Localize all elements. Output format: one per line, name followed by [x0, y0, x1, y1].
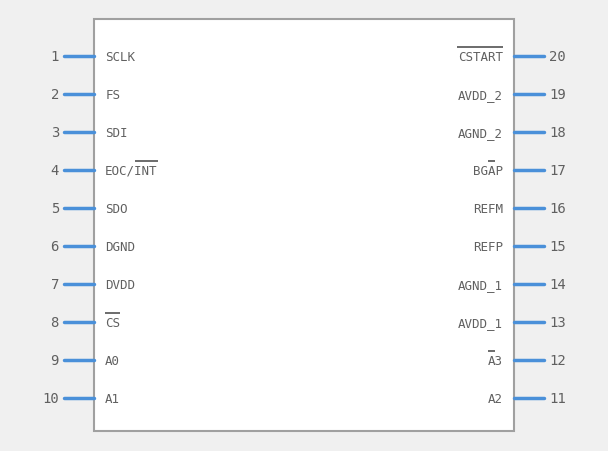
Text: 3: 3: [50, 126, 59, 140]
Text: 7: 7: [50, 278, 59, 291]
Text: 17: 17: [549, 164, 566, 178]
Text: 19: 19: [549, 88, 566, 102]
Text: SDI: SDI: [105, 127, 128, 139]
Text: REFM: REFM: [473, 202, 503, 215]
Text: SCLK: SCLK: [105, 51, 135, 64]
Text: 2: 2: [50, 88, 59, 102]
Text: 1: 1: [50, 51, 59, 64]
Text: 5: 5: [50, 202, 59, 216]
Text: A2: A2: [488, 392, 503, 405]
Text: 12: 12: [549, 354, 566, 367]
Text: CS: CS: [105, 316, 120, 329]
Text: REFP: REFP: [473, 240, 503, 253]
Text: 4: 4: [50, 164, 59, 178]
Text: AVDD_1: AVDD_1: [458, 316, 503, 329]
Text: AGND_2: AGND_2: [458, 127, 503, 139]
Text: A3: A3: [488, 354, 503, 367]
Text: AGND_1: AGND_1: [458, 278, 503, 291]
Text: CSTART: CSTART: [458, 51, 503, 64]
Text: DGND: DGND: [105, 240, 135, 253]
Text: 15: 15: [549, 240, 566, 253]
Text: EOC/INT: EOC/INT: [105, 165, 157, 177]
Text: SDO: SDO: [105, 202, 128, 215]
Text: 14: 14: [549, 278, 566, 291]
Text: 8: 8: [50, 316, 59, 329]
Text: 20: 20: [549, 51, 566, 64]
Text: DVDD: DVDD: [105, 278, 135, 291]
Text: 18: 18: [549, 126, 566, 140]
Text: A0: A0: [105, 354, 120, 367]
Text: 11: 11: [549, 391, 566, 405]
Text: BGAP: BGAP: [473, 165, 503, 177]
Text: A1: A1: [105, 392, 120, 405]
Text: FS: FS: [105, 89, 120, 101]
Text: 13: 13: [549, 316, 566, 329]
Text: 9: 9: [50, 354, 59, 367]
Text: 10: 10: [42, 391, 59, 405]
Bar: [94, 20, 514, 431]
Text: 6: 6: [50, 240, 59, 253]
Text: 16: 16: [549, 202, 566, 216]
Text: AVDD_2: AVDD_2: [458, 89, 503, 101]
